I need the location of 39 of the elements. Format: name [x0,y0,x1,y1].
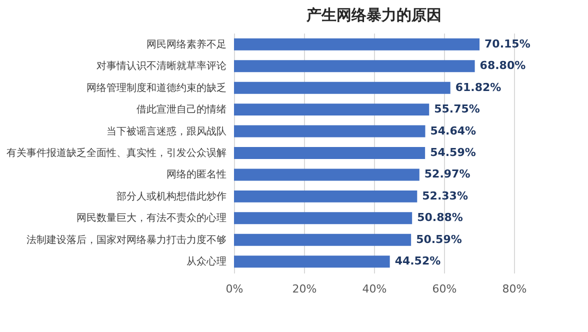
y-tick-label: 从众心理 [186,256,226,268]
y-tick-label: 网络管理制度和道德约束的缺乏 [86,82,226,94]
bar [234,190,418,202]
data-label: 70.15% [484,37,530,50]
y-tick-label: 对事情认识不清晰就草率评论 [96,60,226,72]
bar [234,38,480,50]
data-label: 50.59% [416,232,462,246]
chart-title: 产生网络暴力的原因 [306,6,442,24]
y-tick-label: 部分人或机构想借此炒作 [116,190,226,202]
bar [234,256,390,268]
data-label: 54.64% [430,124,476,138]
x-tick-label: 20% [292,282,317,296]
data-label: 68.80% [480,59,526,72]
bar [234,212,412,224]
x-tick-label: 60% [432,282,457,296]
bar [234,104,430,116]
data-label: 44.52% [394,254,441,268]
y-tick-label: 网络的匿名性 [166,168,226,181]
x-tick-label: 40% [362,282,387,296]
bar [234,82,450,94]
y-tick-label: 当下被谣言迷惑，跟风战队 [106,125,226,138]
data-label: 50.88% [417,211,463,224]
bar [234,60,475,72]
x-tick-label: 80% [502,282,527,296]
bar [234,168,420,181]
y-tick-label: 网民数量巨大，有法不责众的心理 [76,212,226,224]
bar [234,234,412,246]
bar [234,125,426,138]
data-label: 54.59% [430,146,476,159]
y-tick-label: 有关事件报道缺乏全面性、真实性，引发公众误解 [6,147,226,159]
bar [234,147,426,159]
data-label: 55.75% [434,102,480,116]
y-tick-label: 网民网络素养不足 [146,38,226,50]
y-tick-label: 借此宣泄自己的情绪 [136,104,226,116]
data-label: 61.82% [455,80,502,94]
y-tick-label: 法制建设落后，国家对网络暴力打击力度不够 [26,234,226,246]
data-label: 52.33% [422,189,468,202]
x-tick-label: 0% [226,282,244,296]
data-label: 52.97% [424,168,470,181]
